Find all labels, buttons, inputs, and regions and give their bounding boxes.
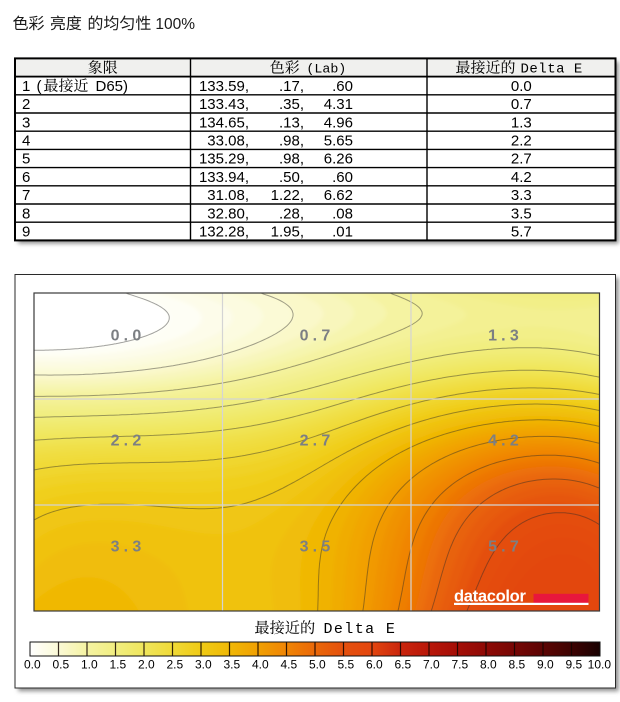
svg-text:datacolor: datacolor	[454, 588, 526, 606]
svg-text:4.5: 4.5	[281, 658, 298, 672]
svg-text:133.43,: 133.43,	[199, 96, 249, 113]
svg-text:5.5: 5.5	[338, 658, 355, 672]
svg-text:1.0: 1.0	[81, 658, 98, 672]
svg-text:.08: .08	[332, 205, 353, 222]
svg-text:2.2: 2.2	[511, 133, 532, 150]
svg-text:3.5: 3.5	[511, 205, 532, 222]
svg-text:.60: .60	[332, 169, 353, 186]
svg-text:133.59,: 133.59,	[199, 78, 249, 95]
svg-text:7: 7	[22, 187, 30, 204]
svg-text:2.2: 2.2	[111, 433, 146, 450]
svg-text:133.94,: 133.94,	[199, 169, 249, 186]
svg-text:33.08,: 33.08,	[207, 133, 249, 150]
svg-text:9.0: 9.0	[537, 658, 554, 672]
svg-text:3.5: 3.5	[300, 539, 335, 556]
svg-text:6: 6	[22, 169, 30, 186]
svg-text:1: 1	[22, 78, 30, 95]
svg-text:135.29,: 135.29,	[199, 151, 249, 168]
svg-text:(: (	[37, 78, 42, 95]
svg-text:10.0: 10.0	[588, 658, 612, 672]
svg-text:132.28,: 132.28,	[199, 224, 249, 241]
svg-text:1.5: 1.5	[110, 658, 127, 672]
svg-text:5.0: 5.0	[309, 658, 326, 672]
svg-text:32.80,: 32.80,	[207, 205, 249, 222]
svg-text:2.0: 2.0	[138, 658, 155, 672]
svg-text:0.5: 0.5	[53, 658, 70, 672]
svg-text:2.7: 2.7	[511, 151, 532, 168]
svg-text:6.0: 6.0	[366, 658, 383, 672]
svg-text:4.2: 4.2	[511, 169, 532, 186]
svg-text:.35,: .35,	[279, 96, 304, 113]
svg-text:.50,: .50,	[279, 169, 304, 186]
svg-text:5.65: 5.65	[324, 133, 353, 150]
svg-text:.98,: .98,	[279, 133, 304, 150]
svg-text:8.0: 8.0	[480, 658, 497, 672]
svg-text:3: 3	[22, 114, 30, 131]
svg-text:1.3: 1.3	[511, 114, 532, 131]
svg-text:2.5: 2.5	[167, 658, 184, 672]
svg-text:4.0: 4.0	[252, 658, 269, 672]
svg-text:3.3: 3.3	[511, 187, 532, 204]
svg-text:5: 5	[22, 151, 30, 168]
svg-text:8.5: 8.5	[509, 658, 526, 672]
svg-text:100%: 100%	[155, 16, 195, 33]
svg-text:7.5: 7.5	[452, 658, 469, 672]
svg-text:Delta E: Delta E	[324, 621, 397, 638]
svg-text:31.08,: 31.08,	[207, 187, 249, 204]
svg-text:8: 8	[22, 205, 30, 222]
svg-text:4: 4	[22, 133, 30, 150]
svg-text:4.96: 4.96	[324, 114, 353, 131]
svg-text:6.26: 6.26	[324, 151, 353, 168]
svg-text:134.65,: 134.65,	[199, 114, 249, 131]
svg-text:6.5: 6.5	[395, 658, 412, 672]
svg-text:9.5: 9.5	[566, 658, 583, 672]
svg-text:.60: .60	[332, 78, 353, 95]
svg-text:.98,: .98,	[279, 151, 304, 168]
svg-text:5.7: 5.7	[511, 224, 532, 241]
svg-text:.01: .01	[332, 224, 353, 241]
svg-text:0.7: 0.7	[300, 328, 335, 345]
svg-text:6.62: 6.62	[324, 187, 353, 204]
svg-text:.13,: .13,	[279, 114, 304, 131]
svg-text:3.3: 3.3	[111, 539, 146, 556]
svg-text:1.22,: 1.22,	[271, 187, 304, 204]
svg-text:7.0: 7.0	[423, 658, 440, 672]
svg-text:9: 9	[22, 224, 30, 241]
svg-text:4.31: 4.31	[324, 96, 353, 113]
svg-text:0.0: 0.0	[111, 328, 146, 345]
svg-text:0.0: 0.0	[24, 658, 41, 672]
svg-text:Delta E: Delta E	[521, 62, 583, 78]
svg-text:.17,: .17,	[279, 78, 304, 95]
svg-text:4.2: 4.2	[488, 433, 523, 450]
svg-text:1.3: 1.3	[488, 328, 523, 345]
svg-text:3.0: 3.0	[195, 658, 212, 672]
svg-text:1.95,: 1.95,	[271, 224, 304, 241]
svg-text:5.7: 5.7	[488, 539, 523, 556]
svg-text:3.5: 3.5	[224, 658, 241, 672]
svg-text:2.7: 2.7	[300, 433, 335, 450]
svg-text:(Lab): (Lab)	[306, 62, 346, 77]
svg-text:2: 2	[22, 96, 30, 113]
svg-text:.28,: .28,	[279, 205, 304, 222]
svg-text:0.0: 0.0	[511, 78, 532, 95]
svg-text:0.7: 0.7	[511, 96, 532, 113]
svg-text:D65): D65)	[96, 78, 129, 95]
